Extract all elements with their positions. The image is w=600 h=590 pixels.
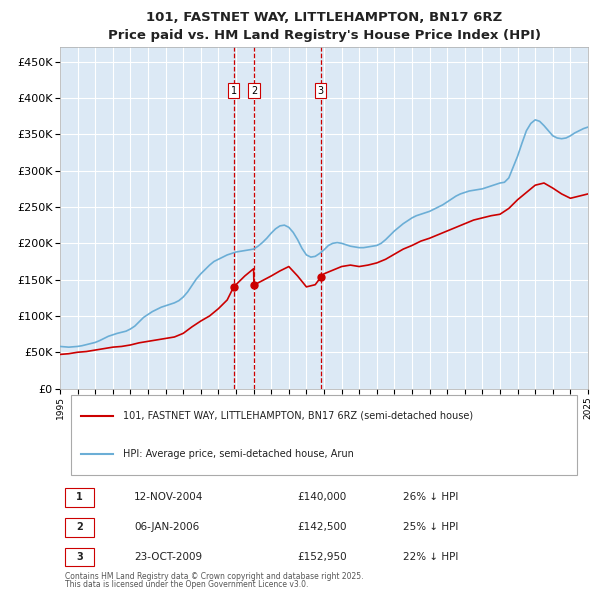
Text: 2: 2 xyxy=(76,522,83,532)
Text: 12-NOV-2004: 12-NOV-2004 xyxy=(134,492,203,502)
Text: Contains HM Land Registry data © Crown copyright and database right 2025.: Contains HM Land Registry data © Crown c… xyxy=(65,572,364,581)
Text: £140,000: £140,000 xyxy=(298,492,347,502)
Text: 3: 3 xyxy=(317,86,324,96)
Text: 2: 2 xyxy=(251,86,257,96)
Text: 06-JAN-2006: 06-JAN-2006 xyxy=(134,522,199,532)
Text: HPI: Average price, semi-detached house, Arun: HPI: Average price, semi-detached house,… xyxy=(124,449,354,459)
Text: £142,500: £142,500 xyxy=(298,522,347,532)
Title: 101, FASTNET WAY, LITTLEHAMPTON, BN17 6RZ
Price paid vs. HM Land Registry's Hous: 101, FASTNET WAY, LITTLEHAMPTON, BN17 6R… xyxy=(107,11,541,42)
Text: 1: 1 xyxy=(76,492,83,502)
Text: This data is licensed under the Open Government Licence v3.0.: This data is licensed under the Open Gov… xyxy=(65,580,308,589)
Text: 1: 1 xyxy=(230,86,237,96)
FancyBboxPatch shape xyxy=(65,518,94,537)
Text: 23-OCT-2009: 23-OCT-2009 xyxy=(134,552,202,562)
Text: 25% ↓ HPI: 25% ↓ HPI xyxy=(403,522,458,532)
Text: 22% ↓ HPI: 22% ↓ HPI xyxy=(403,552,458,562)
Text: 3: 3 xyxy=(76,552,83,562)
FancyBboxPatch shape xyxy=(71,395,577,475)
Text: 101, FASTNET WAY, LITTLEHAMPTON, BN17 6RZ (semi-detached house): 101, FASTNET WAY, LITTLEHAMPTON, BN17 6R… xyxy=(124,411,473,421)
Text: £152,950: £152,950 xyxy=(298,552,347,562)
FancyBboxPatch shape xyxy=(65,489,94,507)
Text: 26% ↓ HPI: 26% ↓ HPI xyxy=(403,492,458,502)
FancyBboxPatch shape xyxy=(65,548,94,566)
